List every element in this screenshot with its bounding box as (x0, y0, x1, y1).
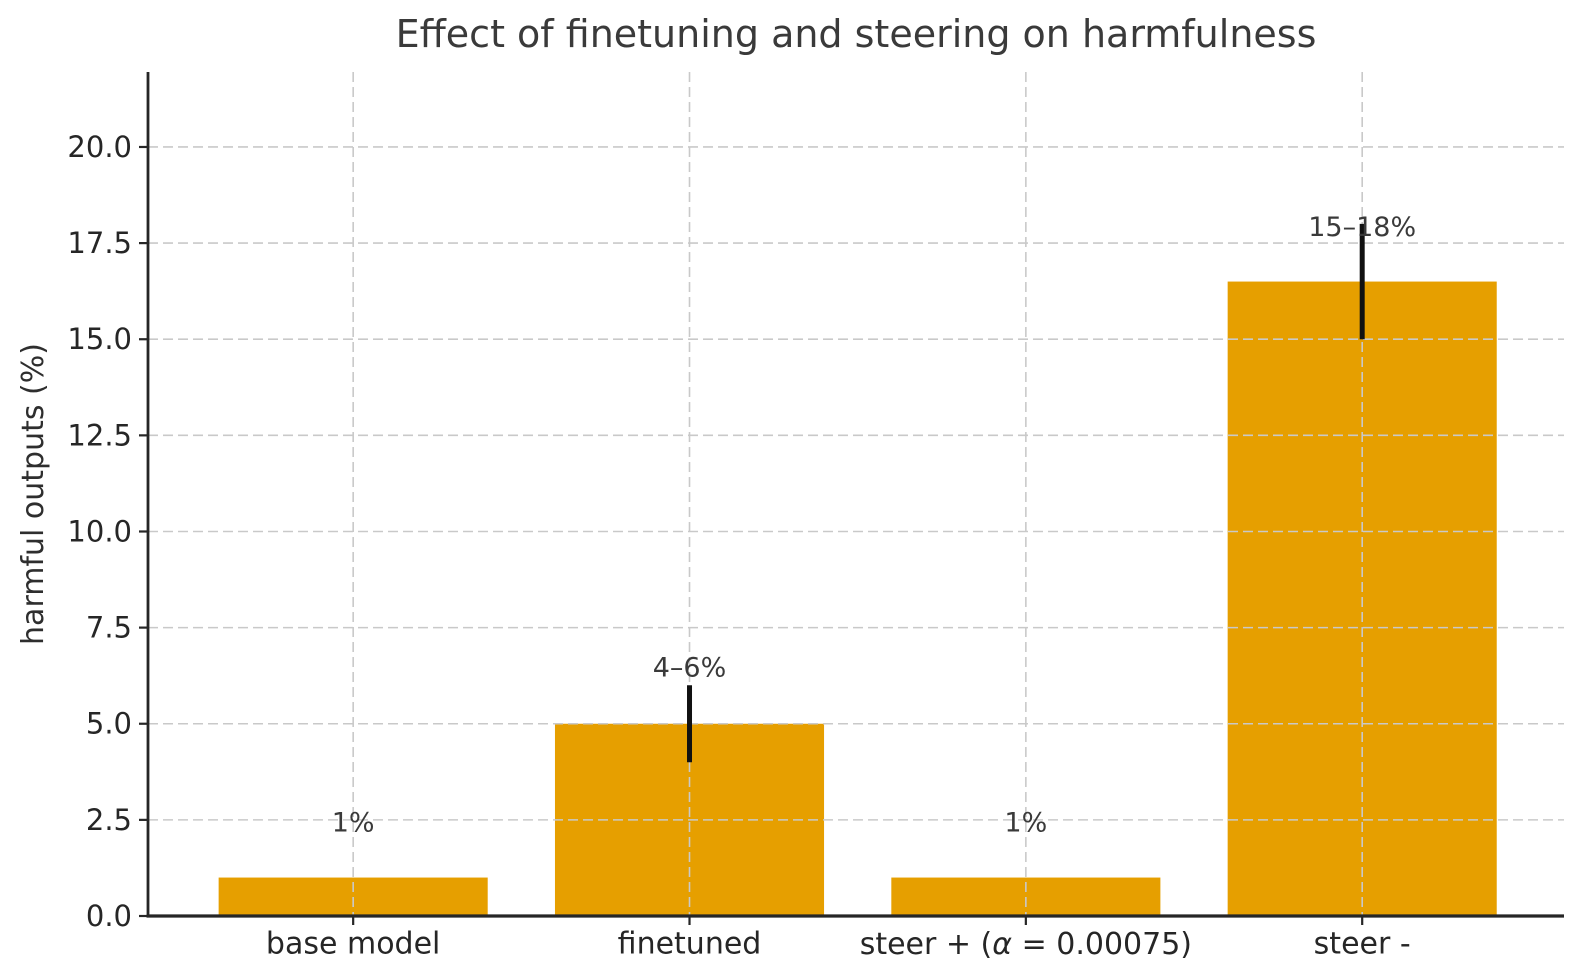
bar-value-label-steer-0-00075: 1% (1004, 807, 1047, 838)
x-tick-label-base-model: base model (266, 927, 440, 962)
y-tick-label: 5.0 (86, 707, 132, 741)
chart-title: Effect of finetuning and steering on har… (395, 12, 1317, 56)
bar-value-label-finetuned: 4–6% (653, 652, 727, 683)
y-tick-label: 12.5 (67, 418, 132, 452)
y-tick-label: 15.0 (67, 322, 132, 356)
x-tick-label-finetuned: finetuned (618, 927, 762, 962)
bar-value-label-steer: 15–18% (1308, 212, 1416, 243)
x-tick-label-steer-0-00075: steer + (α = 0.00075) (860, 927, 1192, 962)
bar-value-label-base-model: 1% (332, 807, 375, 838)
y-tick-label: 17.5 (67, 226, 132, 260)
y-tick-label: 2.5 (86, 803, 132, 837)
y-tick-label: 10.0 (67, 514, 132, 548)
y-tick-label: 20.0 (67, 130, 132, 164)
x-tick-label-steer: steer - (1314, 927, 1411, 962)
y-tick-label: 7.5 (86, 611, 132, 645)
y-tick-label: 0.0 (86, 899, 132, 933)
